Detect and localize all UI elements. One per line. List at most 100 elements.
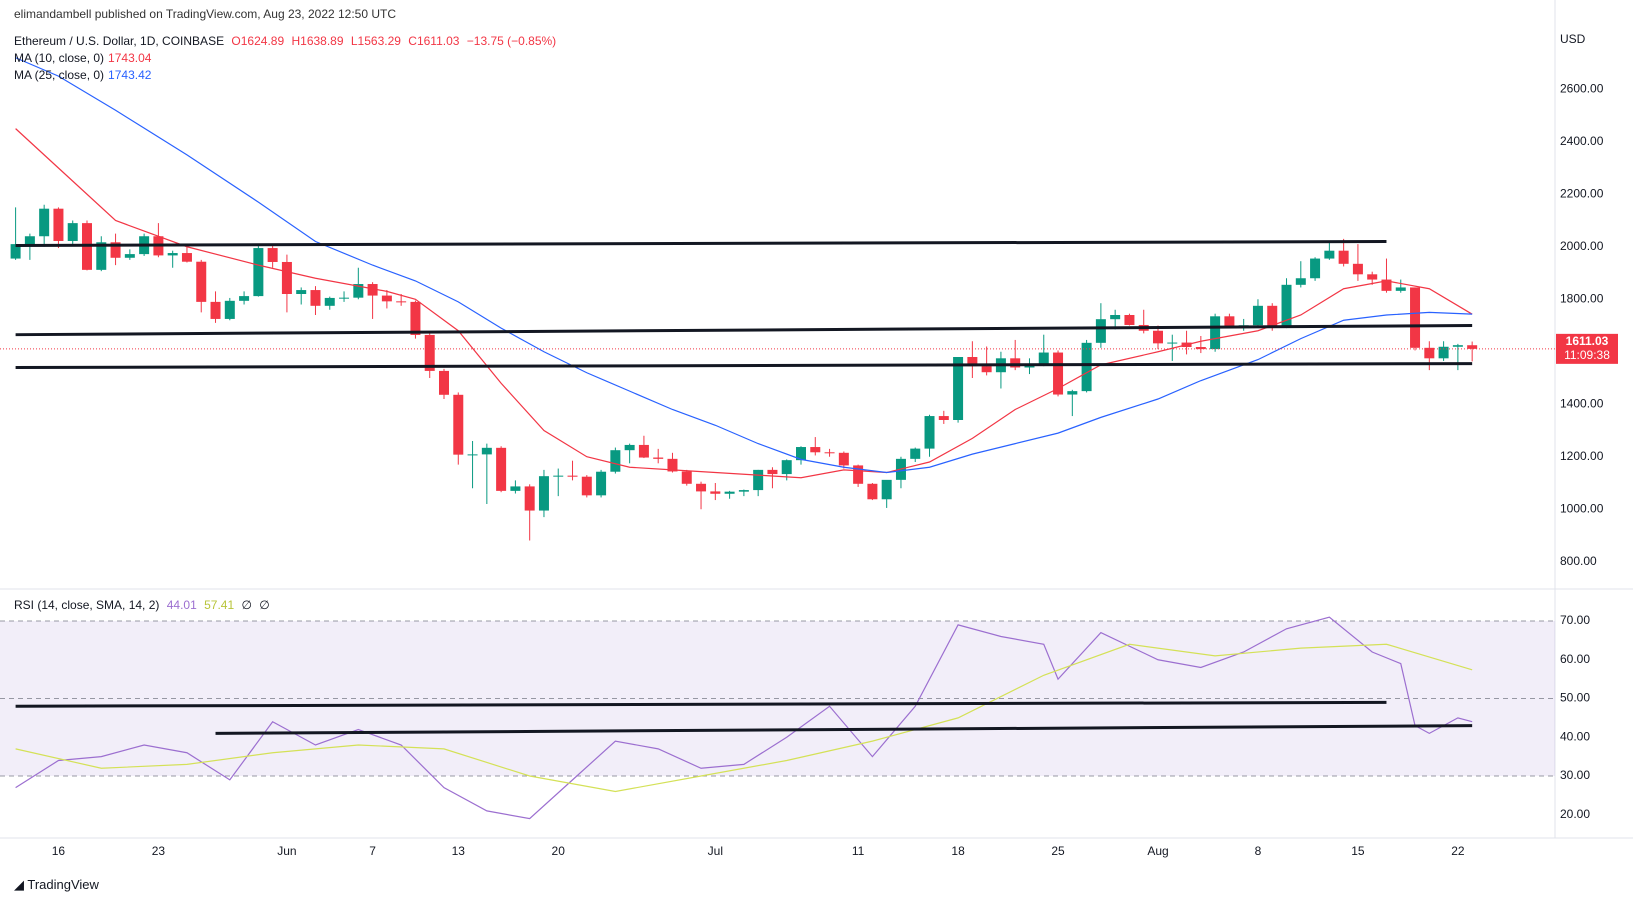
- y-tick-label: 50.00: [1560, 691, 1590, 705]
- candle-body: [1195, 347, 1206, 350]
- candle-body: [353, 284, 364, 298]
- candle-body: [1281, 284, 1292, 326]
- candle-body: [467, 454, 478, 456]
- x-tick-label: 8: [1255, 844, 1262, 858]
- x-tick-label: 23: [152, 844, 166, 858]
- candle-body: [653, 457, 664, 459]
- candle-body: [381, 295, 392, 302]
- candle-body: [10, 244, 21, 259]
- x-tick-label: Jun: [277, 844, 296, 858]
- ma-name: MA (25, close, 0): [14, 68, 105, 82]
- x-tick-label: 11: [852, 844, 865, 858]
- ma-legend: MA (10, close, 0) 1743.04: [14, 51, 155, 65]
- last-price: 1611.03: [1566, 334, 1609, 348]
- candle-body: [767, 469, 778, 475]
- candle-body: [110, 242, 121, 258]
- ma-legend: MA (25, close, 0) 1743.42: [14, 68, 155, 82]
- candle-body: [638, 444, 649, 458]
- candle-body: [239, 296, 250, 301]
- y-tick-label: 30.00: [1560, 768, 1590, 782]
- candle-body: [167, 253, 178, 256]
- countdown: 11:09:38: [1564, 348, 1610, 362]
- candle-body: [681, 471, 692, 484]
- candle-body: [481, 447, 492, 455]
- y-tick-label: 2600.00: [1560, 81, 1604, 95]
- candle-body: [124, 254, 135, 258]
- candle-body: [1081, 342, 1092, 392]
- change: −13.75 (−0.85%): [466, 34, 557, 48]
- candle-body: [567, 475, 578, 477]
- rsi-value: 44.01: [166, 598, 197, 612]
- candle-body: [510, 486, 521, 491]
- rsi-sma-value: 57.41: [204, 598, 235, 612]
- y-tick-label: 800.00: [1560, 554, 1597, 568]
- x-tick-label: 15: [1351, 844, 1365, 858]
- candle-body: [696, 483, 707, 492]
- rsi-legend: RSI (14, close, SMA, 14, 2) 44.01 57.41 …: [14, 598, 274, 612]
- candle-body: [67, 223, 78, 241]
- candle-body: [453, 394, 464, 455]
- y-tick-label: 60.00: [1560, 652, 1590, 666]
- candle-body: [1124, 315, 1135, 325]
- candle-body: [724, 491, 735, 494]
- y-tick-label: 2000.00: [1560, 239, 1604, 253]
- y-tick-label: 1000.00: [1560, 501, 1604, 515]
- candle-body: [1167, 342, 1178, 344]
- x-tick-label: 22: [1451, 844, 1465, 858]
- candle-body: [181, 253, 192, 262]
- trendline: [15, 700, 1387, 708]
- footer-brand: ◢ TradingView: [14, 877, 99, 892]
- candle-body: [1267, 305, 1278, 326]
- candle-body: [881, 479, 892, 500]
- candle-body: [781, 460, 792, 475]
- candle-body: [1038, 352, 1049, 365]
- ma-name: MA (10, close, 0): [14, 51, 105, 65]
- candle-body: [1053, 352, 1064, 395]
- high: H1638.89: [291, 34, 344, 48]
- y-tick-label: 2400.00: [1560, 134, 1604, 148]
- candle-body: [738, 490, 749, 492]
- ma-value: 1743.04: [108, 51, 152, 65]
- candle-body: [1324, 250, 1335, 259]
- y-tick-label: 40.00: [1560, 729, 1590, 743]
- candle-body: [367, 284, 378, 296]
- candle-body: [396, 301, 407, 303]
- candle-body: [924, 416, 935, 449]
- candle-body: [1352, 263, 1363, 275]
- candle-body: [1381, 279, 1392, 291]
- candle-body: [1338, 250, 1349, 264]
- candle-body: [1410, 287, 1421, 348]
- candle-body: [1295, 278, 1306, 285]
- candle-body: [610, 450, 621, 472]
- candle-body: [596, 471, 607, 496]
- candle-body: [524, 486, 535, 511]
- candle-body: [53, 208, 64, 241]
- candle-body: [1224, 316, 1235, 327]
- candle-body: [439, 370, 449, 395]
- x-tick-label: Jul: [708, 844, 723, 858]
- candle-body: [1210, 316, 1221, 350]
- candle-body: [710, 491, 721, 494]
- publisher: elimandambell published on TradingView.c…: [14, 7, 397, 21]
- candle-body: [867, 483, 878, 500]
- candle-body: [267, 248, 278, 262]
- candle-body: [967, 357, 978, 367]
- ma-value: 1743.42: [108, 68, 152, 82]
- y-tick-label: 1400.00: [1560, 396, 1604, 410]
- candle-body: [424, 334, 435, 371]
- candle-body: [810, 447, 821, 453]
- candle-body: [667, 458, 678, 472]
- moving-average: [15, 57, 1473, 474]
- candle-body: [1067, 391, 1078, 395]
- trendline: [15, 362, 1473, 369]
- candle-body: [796, 447, 806, 461]
- rsi-title: RSI (14, close, SMA, 14, 2): [14, 598, 160, 612]
- candle-body: [496, 447, 507, 491]
- candle-body: [824, 452, 835, 454]
- x-tick-label: 25: [1051, 844, 1065, 858]
- currency: USD: [1560, 32, 1586, 46]
- candle-body: [1153, 330, 1163, 344]
- x-tick-label: 7: [369, 844, 376, 858]
